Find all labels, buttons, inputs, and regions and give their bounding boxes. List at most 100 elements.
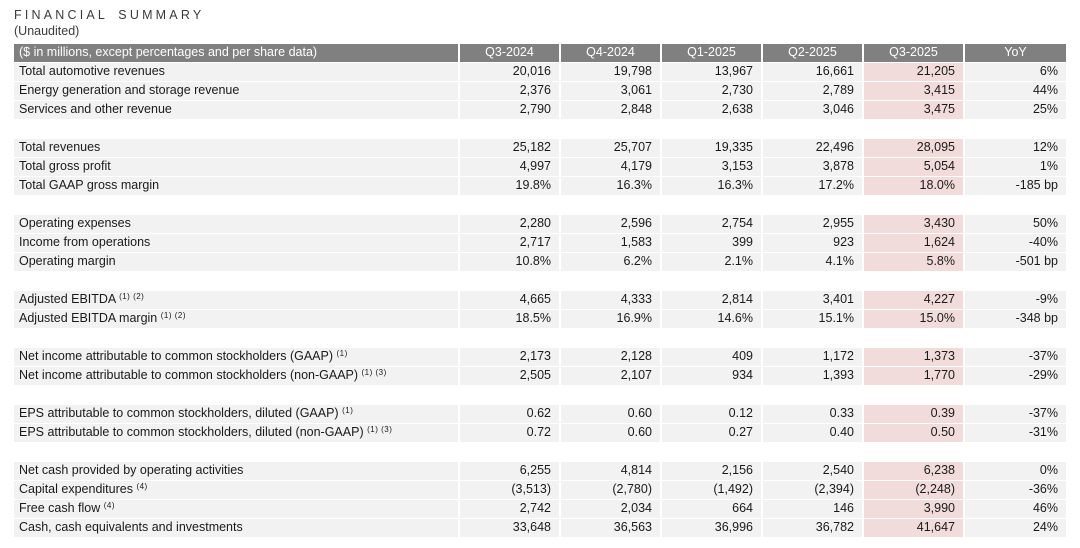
row-label: Adjusted EBITDA (1) (2) <box>14 291 460 310</box>
value-cell-q4-2024: 19,798 <box>561 63 662 82</box>
footnote-marker: (1) <box>336 349 348 358</box>
value-cell-q4-2024: 2,848 <box>561 101 662 120</box>
value-cell-q1-2025: 3,153 <box>662 158 763 177</box>
value-cell-q1-2025: 664 <box>662 500 763 519</box>
value-cell-q3-2025: 1,770 <box>864 367 965 386</box>
row-label: Total revenues <box>14 139 460 158</box>
value-cell-q2-2025: (2,394) <box>763 481 864 500</box>
table-row: Operating expenses 2,280 2,596 2,754 2,955 3,… <box>14 215 1066 234</box>
value-cell-q2-2025: 22,496 <box>763 139 864 158</box>
value-cell-q2-2025: 16,661 <box>763 63 864 82</box>
row-label: EPS attributable to common stockholders,… <box>14 424 460 443</box>
footnote-marker: (4) <box>136 482 148 491</box>
header-cell-q3-2024: Q3-2024 <box>460 44 561 63</box>
table-row: Net income attributable to common stockh… <box>14 348 1066 367</box>
value-cell-q2-2025: 2,789 <box>763 82 864 101</box>
value-cell-q3-2024: 2,790 <box>460 101 561 120</box>
header-cell-caption: ($ in millions, except percentages and p… <box>14 44 460 63</box>
value-cell-q3-2025: 6,238 <box>864 462 965 481</box>
value-cell-yoy: -9% <box>965 291 1066 310</box>
row-label: Income from operations <box>14 234 460 253</box>
value-cell-q2-2025: 1,172 <box>763 348 864 367</box>
value-cell-yoy: 0% <box>965 462 1066 481</box>
table-row: Total gross profit 4,997 4,179 3,153 3,878 5,… <box>14 158 1066 177</box>
value-cell-q3-2024: 4,665 <box>460 291 561 310</box>
value-cell-q2-2025: 4.1% <box>763 253 864 272</box>
value-cell-q3-2025: 3,475 <box>864 101 965 120</box>
value-cell-q3-2024: 19.8% <box>460 177 561 196</box>
value-cell-q3-2024: 4,997 <box>460 158 561 177</box>
value-cell-q3-2024: 2,376 <box>460 82 561 101</box>
row-label: Total GAAP gross margin <box>14 177 460 196</box>
row-label: Total gross profit <box>14 158 460 177</box>
value-cell-q4-2024: 4,179 <box>561 158 662 177</box>
table-row: EPS attributable to common stockholders,… <box>14 405 1066 424</box>
value-cell-q2-2025: 3,046 <box>763 101 864 120</box>
value-cell-q1-2025: 2,638 <box>662 101 763 120</box>
value-cell-q2-2025: 146 <box>763 500 864 519</box>
value-cell-q3-2025: 18.0% <box>864 177 965 196</box>
table-row: Cash, cash equivalents and investments 33… <box>14 519 1066 538</box>
value-cell-q2-2025: 2,540 <box>763 462 864 481</box>
value-cell-yoy: -31% <box>965 424 1066 443</box>
value-cell-yoy: 25% <box>965 101 1066 120</box>
value-cell-yoy: -37% <box>965 348 1066 367</box>
header-cell-q3-2025: Q3-2025 <box>864 44 965 63</box>
value-cell-q3-2024: 25,182 <box>460 139 561 158</box>
table-row: Services and other revenue 2,790 2,848 2,63… <box>14 101 1066 120</box>
value-cell-q4-2024: 4,333 <box>561 291 662 310</box>
row-label: Net income attributable to common stockh… <box>14 367 460 386</box>
value-cell-yoy: -29% <box>965 367 1066 386</box>
value-cell-q1-2025: 0.12 <box>662 405 763 424</box>
header-cell-q1-2025: Q1-2025 <box>662 44 763 63</box>
value-cell-yoy: -185 bp <box>965 177 1066 196</box>
value-cell-q1-2025: 14.6% <box>662 310 763 329</box>
value-cell-q3-2025: 21,205 <box>864 63 965 82</box>
value-cell-q3-2025: 5.8% <box>864 253 965 272</box>
value-cell-q1-2025: 19,335 <box>662 139 763 158</box>
value-cell-q4-2024: 0.60 <box>561 405 662 424</box>
value-cell-q1-2025: 934 <box>662 367 763 386</box>
row-label: EPS attributable to common stockholders,… <box>14 405 460 424</box>
table-row: Energy generation and storage revenue 2,3… <box>14 82 1066 101</box>
section-spacer <box>14 272 1066 291</box>
row-label: Operating margin <box>14 253 460 272</box>
value-cell-q3-2025: 15.0% <box>864 310 965 329</box>
value-cell-q3-2024: 0.72 <box>460 424 561 443</box>
value-cell-q3-2025: 0.50 <box>864 424 965 443</box>
value-cell-q3-2024: 20,016 <box>460 63 561 82</box>
section-spacer <box>14 386 1066 405</box>
value-cell-q3-2024: 33,648 <box>460 519 561 538</box>
table-row: Net income attributable to common stockh… <box>14 367 1066 386</box>
value-cell-q1-2025: 16.3% <box>662 177 763 196</box>
row-label: Capital expenditures (4) <box>14 481 460 500</box>
footnote-marker: (4) <box>103 501 116 510</box>
table-row: Total revenues 25,182 25,707 19,335 22,496 28… <box>14 139 1066 158</box>
table-row: Net cash provided by operating activitie… <box>14 462 1066 481</box>
section-spacer <box>14 120 1066 139</box>
row-label: Cash, cash equivalents and investments <box>14 519 460 538</box>
value-cell-q4-2024: 3,061 <box>561 82 662 101</box>
value-cell-q4-2024: 16.9% <box>561 310 662 329</box>
value-cell-q4-2024: 2,107 <box>561 367 662 386</box>
table-header-row: ($ in millions, except percentages and p… <box>14 44 1066 63</box>
value-cell-q3-2024: 2,742 <box>460 500 561 519</box>
value-cell-q4-2024: 4,814 <box>561 462 662 481</box>
row-label: Operating expenses <box>14 215 460 234</box>
value-cell-q3-2025: 28,095 <box>864 139 965 158</box>
value-cell-q2-2025: 17.2% <box>763 177 864 196</box>
row-label: Net cash provided by operating activitie… <box>14 462 460 481</box>
table-row: Income from operations 2,717 1,583 399 923 1,… <box>14 234 1066 253</box>
value-cell-q2-2025: 2,955 <box>763 215 864 234</box>
table-row: Free cash flow (4) 2,742 2,034 664 146 3,990 4… <box>14 500 1066 519</box>
value-cell-q1-2025: 13,967 <box>662 63 763 82</box>
value-cell-q4-2024: 25,707 <box>561 139 662 158</box>
header-cell-q4-2024: Q4-2024 <box>561 44 662 63</box>
value-cell-q1-2025: (1,492) <box>662 481 763 500</box>
value-cell-yoy: 44% <box>965 82 1066 101</box>
value-cell-q4-2024: 1,583 <box>561 234 662 253</box>
table-row: Adjusted EBITDA margin (1) (2) 18.5% 16.9%… <box>14 310 1066 329</box>
value-cell-yoy: 12% <box>965 139 1066 158</box>
table-body: Total automotive revenues 20,016 19,798 13,… <box>14 63 1066 538</box>
value-cell-yoy: 46% <box>965 500 1066 519</box>
